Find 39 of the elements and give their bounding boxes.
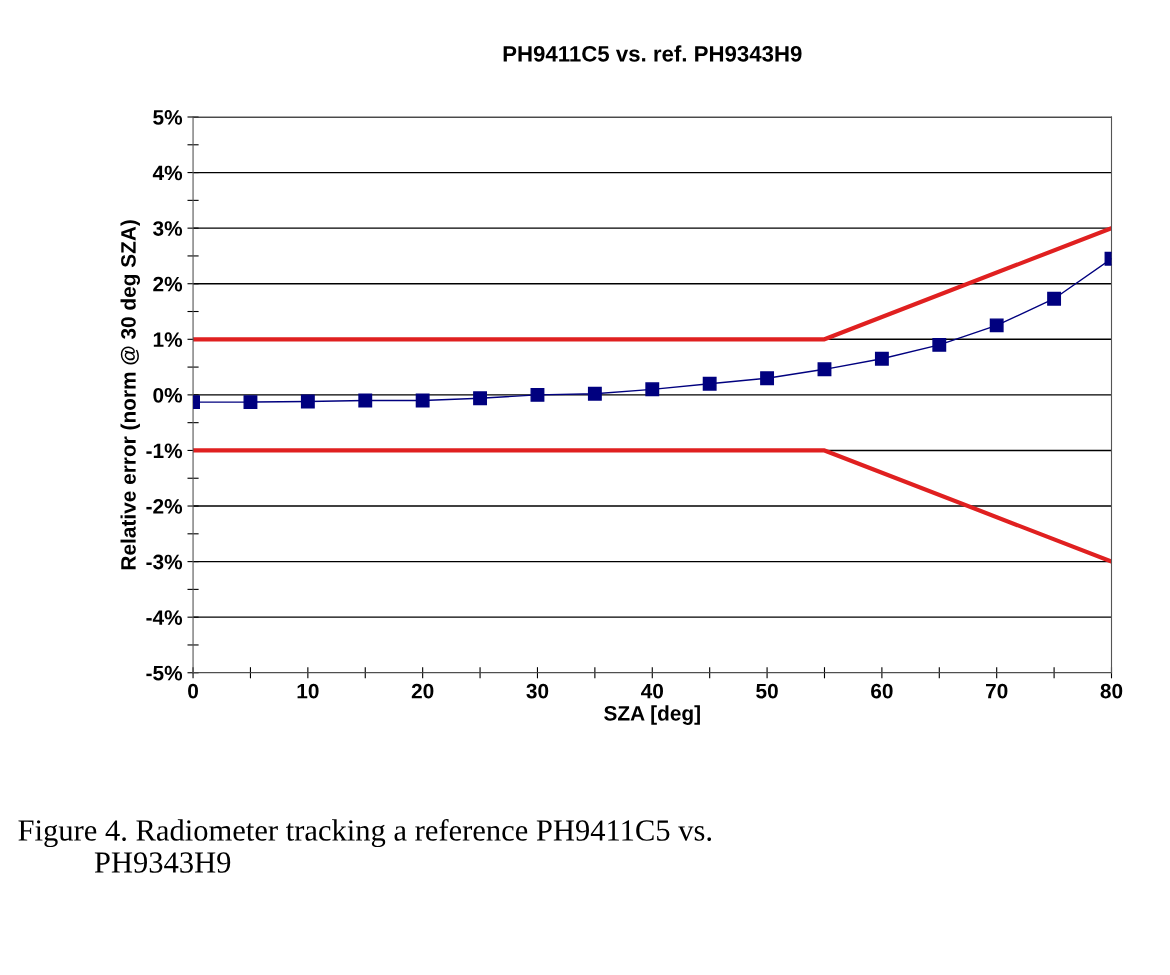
point (874, 351, 889, 366)
x-tick-label: 40 (641, 683, 664, 699)
point (817, 362, 832, 377)
point (989, 318, 1004, 333)
point (1047, 291, 1062, 306)
y-tick-label: 5% (153, 110, 183, 125)
point (358, 393, 373, 408)
x-tick-label: 20 (411, 683, 434, 699)
y-tick-label: 4% (152, 165, 183, 181)
x-tick-label: 80 (1100, 683, 1123, 699)
point (932, 337, 947, 352)
y-axis-title: Relative error (norm @ 30 deg SZA) (120, 220, 141, 570)
y-tick-label: -3% (146, 554, 183, 570)
point (243, 395, 258, 410)
point (587, 386, 602, 401)
y-tick-label: -5% (146, 665, 183, 681)
y-tick-label: 1% (153, 332, 183, 348)
caption: Figure 4. Radiometer tracking a reference PH9411C5 vs. PH9343H9 (18, 819, 712, 873)
y-tick-label: -2% (146, 499, 183, 514)
y-tick-label: 2% (153, 276, 183, 292)
x-tick-label: 30 (526, 683, 549, 699)
chart-title: PH9411C5 vs. ref. PH9343H9 (503, 45, 802, 62)
x-tick-label: 10 (297, 683, 319, 699)
point (645, 382, 660, 397)
x-tick-label: 60 (871, 683, 893, 699)
x-tick-label: 0 (188, 683, 198, 699)
y-tick-label: 0% (153, 387, 183, 403)
point (300, 394, 315, 409)
point (702, 376, 717, 391)
y-tick-label: -4% (146, 610, 183, 625)
point (473, 391, 488, 406)
point (415, 393, 430, 408)
point (530, 387, 545, 402)
y-tick-label: 3% (153, 221, 183, 236)
x-tick-label: 50 (756, 683, 778, 699)
point (760, 371, 775, 386)
y-tick-label: -1% (146, 443, 183, 459)
x-tick-label: 70 (986, 683, 1008, 699)
x-axis-title: SZA [deg] (604, 705, 700, 725)
